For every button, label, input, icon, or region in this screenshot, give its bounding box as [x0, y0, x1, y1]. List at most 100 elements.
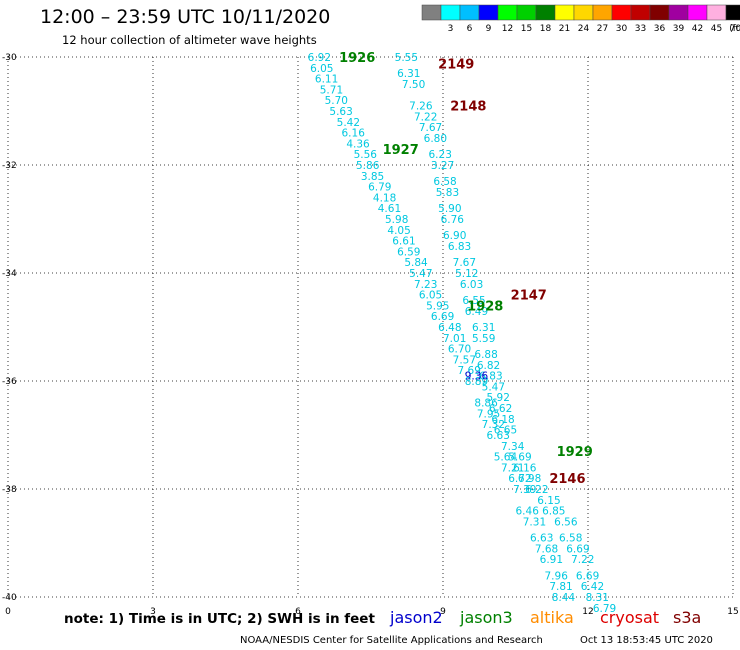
page-title: 12:00 – 23:59 UTC 10/11/2020 — [40, 6, 331, 28]
swh-value: 6.69 — [566, 543, 589, 555]
swh-value: 6.91 — [540, 554, 563, 566]
swh-value: 7.22 — [414, 111, 437, 123]
swh-value: 6.31 — [397, 68, 420, 80]
swh-value: 6.05 — [419, 290, 442, 302]
legend-swatch — [649, 4, 670, 21]
x-tick-label: 12 — [582, 607, 593, 617]
x-tick-label: 9 — [440, 607, 446, 617]
swh-value: 5.12 — [455, 268, 478, 280]
swh-value: 5.64 — [494, 452, 518, 464]
swh-value: 6.58 — [559, 533, 582, 545]
legend-swatch — [630, 4, 651, 21]
pass-label: 2148 — [450, 100, 486, 115]
swh-value: 4.61 — [378, 203, 401, 215]
footer-credit: NOAA/NESDIS Center for Satellite Applica… — [240, 635, 543, 646]
sat-cryosat: cryosat — [600, 608, 660, 627]
chart-grid — [7, 56, 734, 598]
swh-value: 3.85 — [361, 171, 384, 183]
pass-label: 2146 — [549, 472, 585, 487]
legend-label: 42 — [692, 24, 703, 34]
legend-swatch — [440, 4, 461, 21]
swh-value: 5.71 — [320, 84, 343, 96]
swh-value: 6.83 — [479, 371, 502, 383]
swh-value: 6.48 — [438, 322, 461, 334]
swh-value: 6.90 — [443, 230, 466, 242]
sat-altika: altika — [530, 608, 574, 627]
pass-labels: 1926 2149 2148 1927 2147 1928 1929 2146 — [339, 51, 593, 487]
y-tick-label: -30 — [2, 53, 17, 63]
legend-swatch — [478, 4, 499, 21]
swh-value: 5.56 — [354, 149, 378, 161]
x-tick-label: 0 — [5, 607, 11, 617]
swh-value: 7.57 — [453, 354, 476, 366]
swh-value: 4.36 — [346, 138, 370, 150]
sat-jason3: jason3 — [460, 608, 513, 627]
swh-value: 6.55 — [462, 295, 485, 307]
y-tick-label: -38 — [2, 485, 17, 495]
swh-value: 7.22 — [571, 554, 594, 566]
swh-value: 6.80 — [424, 133, 447, 145]
pass-label: 1928 — [467, 299, 503, 314]
swh-value: 7.39 — [513, 484, 536, 496]
swh-value: 6.42 — [581, 581, 604, 593]
page-subtitle: 12 hour collection of altimeter wave hei… — [62, 33, 317, 47]
swh-value: 5.95 — [426, 300, 449, 312]
footer-timestamp: Oct 13 18:53:45 UTC 2020 — [580, 635, 713, 646]
swh-value: 7.67 — [453, 257, 476, 269]
swh-value: 5.47 — [482, 381, 505, 393]
swh-value: 6.59 — [397, 246, 420, 258]
swh-value: 7.21 — [501, 462, 524, 474]
legend-label: 21 — [559, 24, 570, 34]
swh-value: 8.89 — [465, 376, 488, 388]
y-tick-label: -32 — [2, 161, 17, 171]
swh-value: 7.23 — [414, 279, 437, 291]
legend-label: 33 — [635, 24, 646, 34]
legend-label: 27 — [597, 24, 608, 34]
swh-value: 5.84 — [404, 257, 428, 269]
swh-value: 5.47 — [409, 268, 432, 280]
swh-value: 6.62 — [489, 403, 512, 415]
y-tick-label: -40 — [2, 593, 17, 603]
legend-label: 3 — [448, 24, 454, 34]
sat-jason2: jason2 — [390, 608, 443, 627]
x-tick-label: 3 — [150, 607, 156, 617]
swh-value: 6.58 — [433, 176, 456, 188]
legend-swatch — [554, 4, 575, 21]
swh-value: 6.23 — [429, 149, 452, 161]
swh-value: 7.31 — [523, 516, 546, 528]
legend-label: 30 — [616, 24, 628, 34]
swh-value: 5.98 — [385, 214, 408, 226]
swh-value: 6.49 — [465, 306, 488, 318]
swh-value: 7.50 — [402, 79, 425, 91]
swh-value: 6.70 — [448, 344, 471, 356]
legend-label: 15 — [521, 24, 532, 34]
legend-swatch — [459, 4, 480, 21]
legend-swatch — [611, 4, 632, 21]
swh-value: 6.83 — [448, 241, 471, 253]
swh-value: 6.63 — [487, 430, 510, 442]
legend-swatch — [516, 4, 537, 21]
legend-label: (ft) — [729, 24, 740, 34]
swh-value: 5.83 — [436, 187, 459, 199]
swh-value: 6.88 — [474, 349, 497, 361]
swh-value: 5.69 — [508, 452, 531, 464]
swh-value: 6.61 — [392, 236, 415, 248]
swh-value: 7.32 — [482, 419, 505, 431]
swh-value: 5.42 — [337, 117, 360, 129]
legend-label: 18 — [540, 24, 552, 34]
swh-value: 9.36 — [465, 371, 489, 383]
swh-value: 6.69 — [576, 570, 599, 582]
swh-value: 5.92 — [487, 392, 510, 404]
swh-value: 6.03 — [460, 279, 483, 291]
legend-label: 12 — [502, 24, 513, 34]
legend-swatch — [421, 4, 442, 21]
legend-label: 70 — [730, 24, 740, 34]
legend-label: 39 — [673, 24, 685, 34]
swh-value: 8.31 — [586, 592, 609, 604]
swh-value: 5.70 — [325, 95, 348, 107]
swh-value: 5.63 — [329, 106, 352, 118]
legend-swatch — [687, 4, 708, 21]
axis-ticks: 0 3 6 9 12 15 -30 -32 -34 -36 -38 -40 — [2, 53, 739, 617]
legend-label: 36 — [654, 24, 666, 34]
pass-label: 2149 — [438, 57, 474, 72]
